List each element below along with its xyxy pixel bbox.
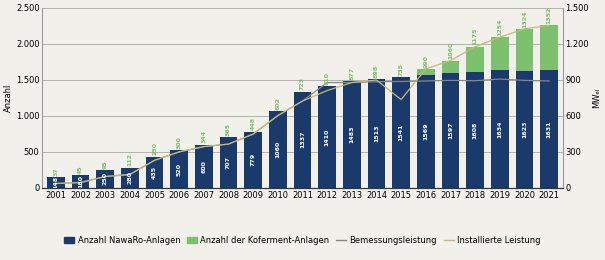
Bar bbox=[417, 69, 434, 75]
Bar bbox=[491, 37, 509, 70]
Text: 37: 37 bbox=[53, 167, 59, 176]
Bar bbox=[343, 81, 361, 188]
Bar bbox=[442, 73, 459, 188]
Text: 95: 95 bbox=[103, 160, 108, 168]
Text: 435: 435 bbox=[152, 166, 157, 179]
Bar bbox=[417, 75, 434, 188]
Text: 1324: 1324 bbox=[522, 10, 527, 28]
Text: 1631: 1631 bbox=[546, 120, 552, 138]
Text: 1060: 1060 bbox=[275, 141, 280, 158]
Bar bbox=[515, 29, 534, 71]
Text: 1623: 1623 bbox=[522, 121, 527, 138]
Text: 1175: 1175 bbox=[473, 28, 477, 46]
Text: 779: 779 bbox=[250, 153, 256, 166]
Text: 1410: 1410 bbox=[325, 128, 330, 146]
Text: 250: 250 bbox=[103, 172, 108, 185]
Bar bbox=[466, 72, 484, 188]
Text: 520: 520 bbox=[177, 163, 182, 176]
Bar bbox=[293, 92, 312, 188]
Text: 280: 280 bbox=[128, 171, 132, 184]
Bar bbox=[269, 112, 287, 188]
Bar bbox=[515, 71, 534, 188]
Text: 1569: 1569 bbox=[424, 123, 428, 140]
Bar bbox=[220, 137, 237, 188]
Text: 735: 735 bbox=[399, 62, 404, 75]
Bar bbox=[171, 151, 188, 188]
Text: 230: 230 bbox=[152, 142, 157, 155]
Bar bbox=[47, 177, 65, 188]
Y-axis label: MWₑₗ: MWₑₗ bbox=[592, 88, 601, 108]
Bar bbox=[318, 86, 336, 188]
Text: 1608: 1608 bbox=[473, 121, 477, 139]
Text: 1513: 1513 bbox=[374, 125, 379, 142]
Bar bbox=[466, 47, 484, 72]
Y-axis label: Anzahl: Anzahl bbox=[4, 84, 13, 112]
Text: 707: 707 bbox=[226, 156, 231, 169]
Text: 112: 112 bbox=[128, 153, 132, 166]
Text: 1352: 1352 bbox=[546, 7, 552, 24]
Bar bbox=[244, 132, 262, 188]
Bar bbox=[96, 170, 114, 188]
Text: 1254: 1254 bbox=[497, 18, 502, 36]
Text: 1483: 1483 bbox=[349, 126, 355, 143]
Bar bbox=[392, 77, 410, 188]
Text: 877: 877 bbox=[349, 67, 355, 80]
Text: 1597: 1597 bbox=[448, 122, 453, 139]
Text: 148: 148 bbox=[53, 176, 59, 189]
Legend: Anzahl NawaRo-Anlagen, Anzahl der Koferment-Anlagen, Bemessungsleistung, Install: Anzahl NawaRo-Anlagen, Anzahl der Koferm… bbox=[61, 233, 544, 249]
Text: 344: 344 bbox=[201, 130, 206, 143]
Bar bbox=[540, 70, 558, 188]
Text: 45: 45 bbox=[78, 165, 83, 174]
Text: 898: 898 bbox=[374, 64, 379, 77]
Text: 600: 600 bbox=[201, 160, 206, 173]
Bar bbox=[368, 79, 385, 188]
Bar bbox=[71, 175, 90, 188]
Text: 1060: 1060 bbox=[448, 42, 453, 59]
Text: 1541: 1541 bbox=[399, 124, 404, 141]
Text: 180: 180 bbox=[78, 175, 83, 188]
Bar bbox=[195, 145, 213, 188]
Text: 300: 300 bbox=[177, 136, 182, 149]
Bar bbox=[491, 70, 509, 188]
Text: 1634: 1634 bbox=[497, 120, 502, 138]
Text: 810: 810 bbox=[325, 72, 330, 85]
Text: 448: 448 bbox=[250, 117, 256, 131]
Bar bbox=[442, 61, 459, 73]
Text: 365: 365 bbox=[226, 122, 231, 136]
Bar bbox=[540, 25, 558, 70]
Text: 723: 723 bbox=[300, 77, 305, 90]
Text: 1337: 1337 bbox=[300, 131, 305, 148]
Bar bbox=[146, 157, 163, 188]
Bar bbox=[121, 168, 139, 188]
Text: 602: 602 bbox=[275, 97, 280, 110]
Text: 990: 990 bbox=[424, 55, 428, 68]
